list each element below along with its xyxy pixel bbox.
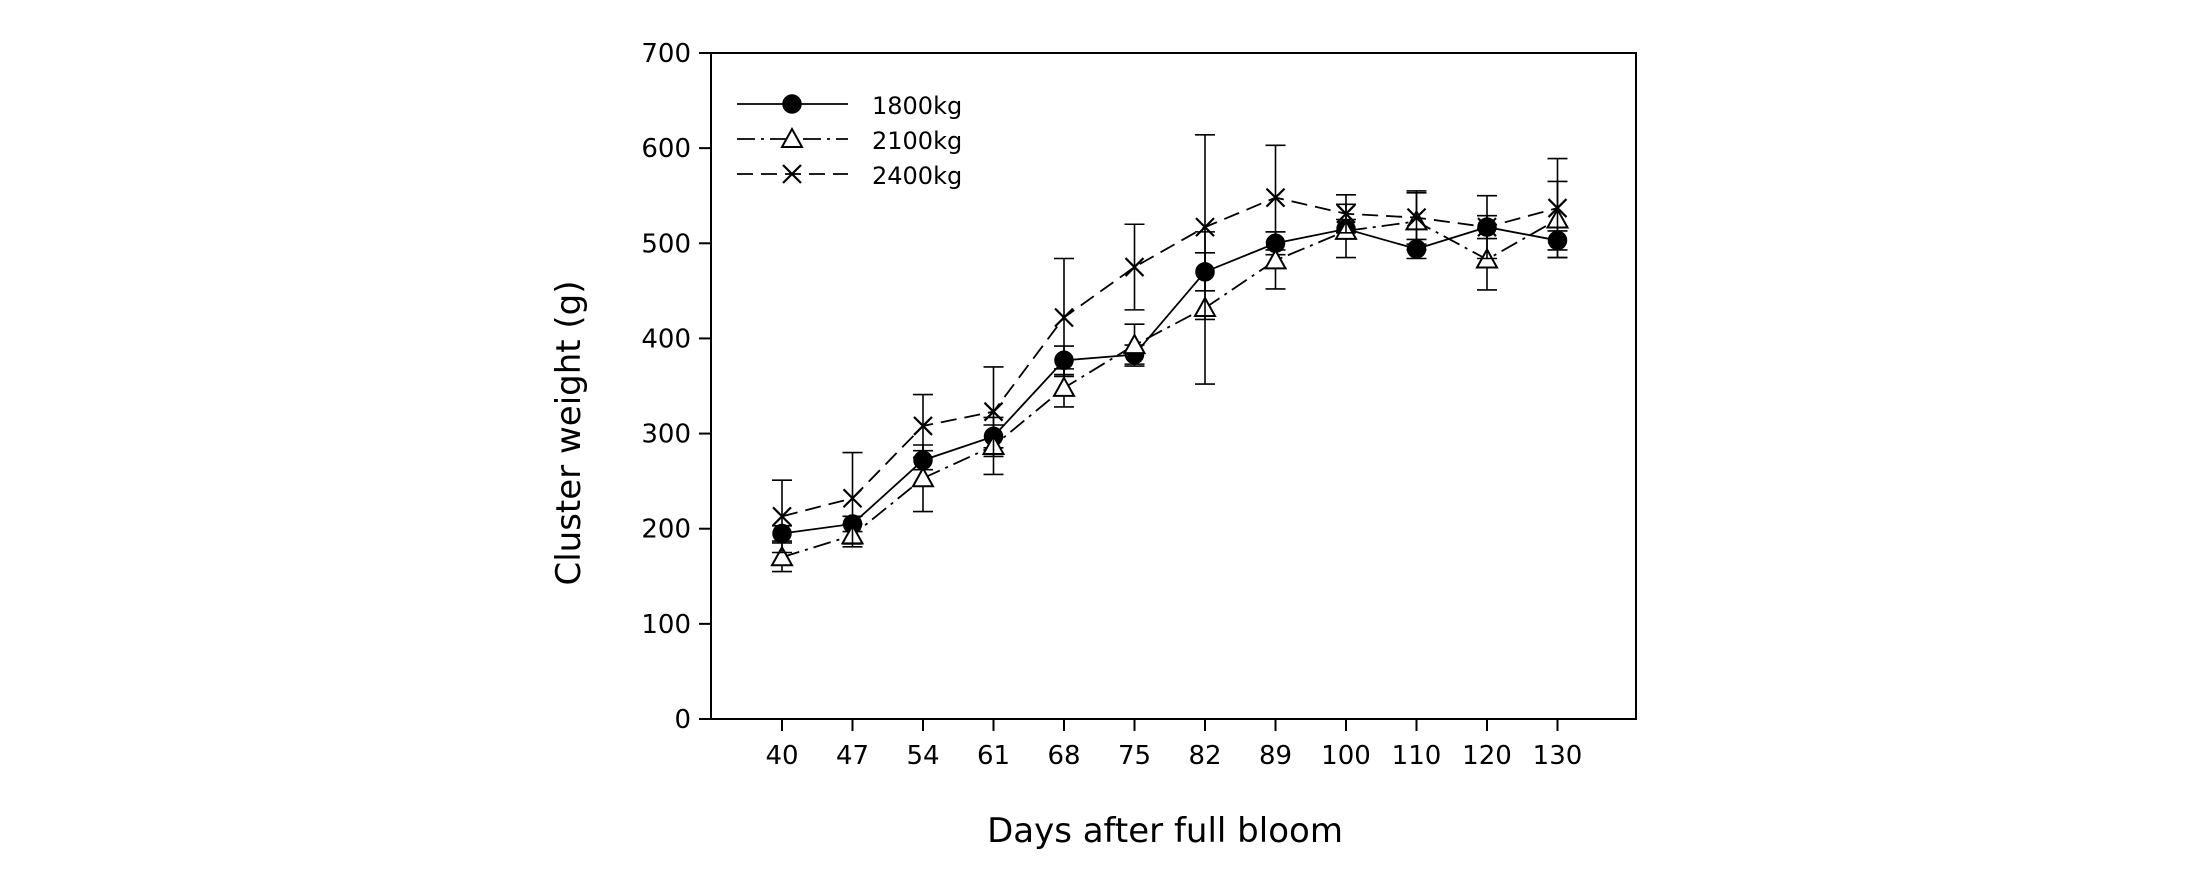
x-tick-label: 89 <box>1259 741 1292 771</box>
plot-frame <box>710 52 1637 720</box>
data-point-stroke-b <box>1547 198 1568 218</box>
data-point-stroke-b <box>1477 217 1497 237</box>
data-point <box>1263 248 1288 270</box>
series-line <box>781 218 1558 559</box>
legend-marker-2400kg-stroke-b <box>782 164 802 184</box>
series-line <box>781 226 1558 535</box>
legend-label-2400kg: 2400kg <box>872 162 962 190</box>
legend-marker-2400kg <box>782 164 802 184</box>
data-point-stroke-b <box>1124 257 1145 277</box>
data-point <box>1477 217 1497 237</box>
data-point-stroke-b <box>1406 207 1427 228</box>
y-tick-label: 0 <box>674 705 691 735</box>
x-tick-label: 120 <box>1462 741 1512 771</box>
x-tick-label: 130 <box>1533 741 1583 771</box>
x-tick-label: 82 <box>1188 741 1221 771</box>
x-tick-label: 61 <box>977 741 1010 771</box>
x-tick-label: 40 <box>765 741 798 771</box>
y-tick-label: 500 <box>641 229 691 259</box>
data-point <box>913 416 933 436</box>
x-tick-label: 110 <box>1392 741 1442 771</box>
x-axis-title: Days after full bloom <box>987 811 1343 851</box>
data-point <box>1122 333 1147 355</box>
data-point <box>1336 204 1356 224</box>
data-point <box>911 466 935 488</box>
data-point-stroke-b <box>1336 204 1356 224</box>
plot-layer: 0 100 200 300 400 500 600 700 40 47 54 61 68 75 82 89 10… <box>641 39 1637 771</box>
data-point <box>772 506 792 527</box>
legend-marker-1800kg <box>782 94 802 114</box>
y-tick-label: 700 <box>641 39 691 69</box>
legend: 1800kg 2100kg 2400kg <box>737 92 962 190</box>
data-point <box>1406 207 1427 228</box>
data-point-stroke-b <box>983 401 1004 422</box>
y-tick-label: 300 <box>641 420 691 450</box>
x-tick-label: 54 <box>906 741 939 771</box>
data-point-stroke-b <box>1195 217 1215 237</box>
y-axis-title: Cluster weight (g) <box>549 280 589 585</box>
y-tick-label: 100 <box>641 610 691 640</box>
series-2400kg <box>772 134 1568 554</box>
data-point-stroke-b <box>913 416 933 436</box>
y-tick-label: 600 <box>641 134 691 164</box>
series-line <box>781 196 1558 518</box>
data-point-stroke-b <box>772 506 792 527</box>
data-point-stroke-b <box>1054 307 1074 328</box>
data-point <box>842 488 863 509</box>
x-tick-label: 68 <box>1047 741 1080 771</box>
y-tick-label: 400 <box>641 324 691 354</box>
y-tick-label: 200 <box>641 515 691 545</box>
data-point <box>1054 307 1074 328</box>
data-point <box>1265 187 1286 208</box>
data-point-stroke-b <box>842 488 863 509</box>
data-point <box>983 401 1004 422</box>
data-point <box>1547 198 1568 218</box>
data-point <box>1052 375 1076 397</box>
data-point <box>1124 257 1145 277</box>
data-point-stroke-b <box>1265 187 1286 208</box>
x-tick-label: 47 <box>836 741 869 771</box>
series-1800kg <box>772 214 1568 544</box>
legend-marker-2100kg <box>780 126 804 148</box>
data-point <box>770 545 794 567</box>
legend-label-1800kg: 1800kg <box>872 92 962 120</box>
legend-label-2100kg: 2100kg <box>872 127 962 155</box>
x-tick-label: 75 <box>1118 741 1151 771</box>
data-point <box>1195 217 1215 237</box>
x-tick-label: 100 <box>1321 741 1371 771</box>
